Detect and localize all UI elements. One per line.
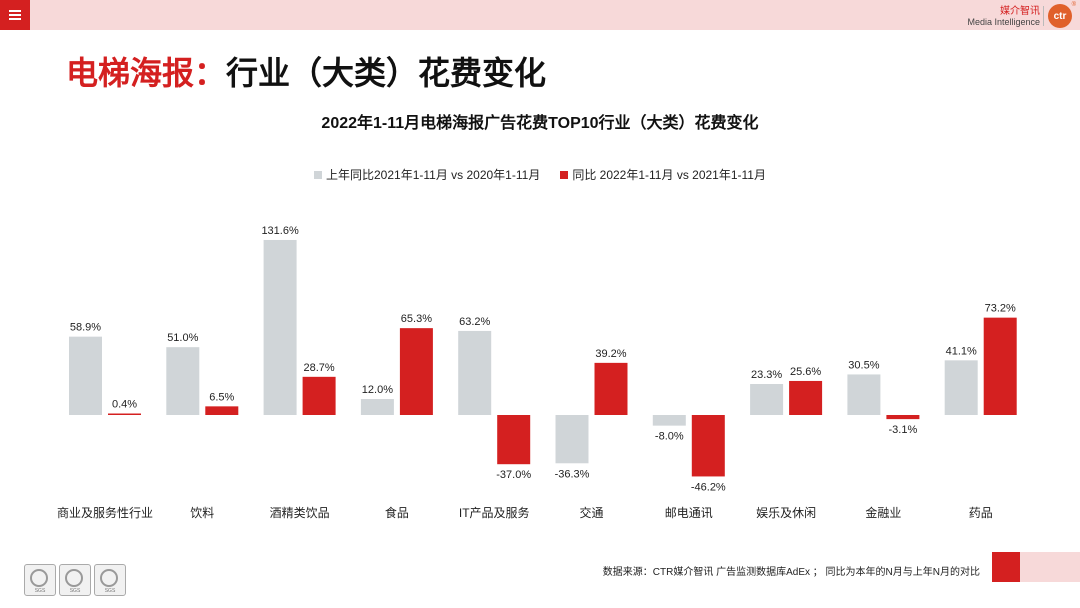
brand-cn: 媒介智讯 [1000,6,1040,17]
data-label-s2-4: -37.0% [496,469,531,481]
seal-label: SGS [34,588,46,594]
sgs-seal-icon: SGS [24,564,56,596]
bar-chart: 58.9% 0.4% 商业及服务性行业 51.0% 6.5% 饮料 131.6% 28.7% 酒… [57,225,1017,520]
logo-divider [1043,6,1044,26]
bar-s2-0 [108,413,141,415]
data-label-s2-8: -3.1% [889,424,918,436]
data-label-s1-8: 30.5% [848,359,879,371]
data-label-s1-6: -8.0% [655,431,684,443]
footer-pink-block [1020,552,1080,582]
ctr-logo: ctr [1048,4,1072,28]
bar-s1-6 [652,415,686,426]
data-label-s1-9: 41.1% [946,345,977,357]
certification-seals: SGS SGS SGS [24,564,129,596]
legend-item-series1: 上年同比2021年1-11月 vs 2020年1-11月 [314,166,540,183]
data-label-s2-9: 73.2% [985,303,1016,315]
registered-mark: ® [1071,2,1076,8]
data-label-s1-3: 12.0% [362,384,393,396]
data-label-s1-2: 131.6% [261,225,299,237]
category-label-4: IT产品及服务 [459,505,530,520]
sgs-seal-icon: SGS [94,564,126,596]
footer-red-block [992,552,1020,582]
source-note: 数据来源：CTR媒介智讯 广告监测数据库AdEx ； 同比为本年的N月与上年N月… [602,567,980,578]
page-title: 电梯海报：行业（大类）花费变化 [66,48,546,94]
data-label-s2-6: -46.2% [691,481,726,493]
page-title-rest: 行业（大类）花费变化 [226,55,547,91]
data-label-s2-5: 39.2% [595,348,626,360]
bar-s1-4 [458,330,492,415]
bar-s2-6 [691,415,725,477]
bar-s2-5 [594,362,628,415]
bar-s1-7 [750,384,784,415]
sgs-seal-icon: SGS [59,564,91,596]
data-label-s1-5: -36.3% [555,468,590,480]
category-label-2: 酒精类饮品 [270,506,330,520]
chart-legend: 上年同比2021年1-11月 vs 2020年1-11月 同比 2022年1-1… [0,166,1080,183]
top-band [0,0,1080,30]
hamburger-icon [9,14,21,16]
legend-label-series1: 上年同比2021年1-11月 vs 2020年1-11月 [326,168,541,182]
category-label-7: 娱乐及休闲 [756,506,816,520]
bar-s2-3 [399,328,433,415]
data-label-s1-1: 51.0% [167,332,198,344]
data-label-s2-3: 65.3% [401,313,432,325]
category-label-0: 商业及服务性行业 [57,505,153,520]
bar-s1-3 [360,399,394,415]
category-label-9: 药品 [969,506,993,520]
bar-s2-7 [789,380,823,415]
data-label-s2-0: 0.4% [112,399,137,411]
category-label-1: 饮料 [190,506,214,520]
legend-label-series2: 同比 2022年1-11月 vs 2021年1-11月 [572,168,766,182]
legend-swatch-series1 [314,170,322,179]
page-title-highlight: 电梯海报： [66,55,227,91]
legend-swatch-series2 [560,170,569,179]
brand-en: Media Intelligence [967,17,1040,27]
seal-label: SGS [69,588,81,594]
category-label-5: 交通 [579,505,603,520]
bar-s2-9 [983,317,1017,415]
bar-s1-0 [69,336,102,415]
category-label-3: 食品 [385,505,409,520]
bar-s2-4 [497,415,531,465]
bar-s2-1 [205,406,239,415]
category-label-8: 金融业 [865,505,901,520]
data-label-s1-4: 63.2% [459,316,490,328]
bar-s1-8 [847,374,881,415]
chart-title: 2022年1-11月电梯海报广告花费TOP10行业（大类）花费变化 [321,115,759,132]
brand-block: 媒介智讯 Media Intelligence [967,6,1040,28]
bar-s1-2 [263,239,297,415]
data-label-s2-7: 25.6% [790,366,821,378]
bar-s2-2 [302,376,336,415]
seal-label: SGS [104,588,116,594]
data-label-s1-7: 23.3% [751,369,782,381]
legend-item-series2: 同比 2022年1-11月 vs 2021年1-11月 [560,166,766,183]
data-label-s1-0: 58.9% [70,322,101,334]
bar-s2-8 [886,415,920,420]
bar-s1-1 [166,347,200,415]
bar-s1-9 [944,360,978,415]
menu-button[interactable] [0,0,30,30]
data-label-s2-2: 28.7% [303,362,334,374]
bar-s1-5 [555,415,589,464]
category-label-6: 邮电通讯 [665,506,713,520]
data-label-s2-1: 6.5% [209,391,234,403]
